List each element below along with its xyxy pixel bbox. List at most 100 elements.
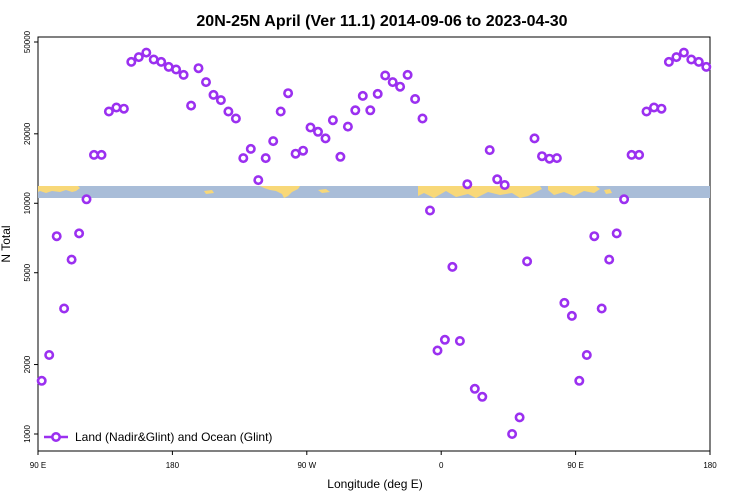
x-tick-label: 90 W	[297, 461, 316, 470]
legend-marker	[50, 431, 61, 442]
data-point	[529, 133, 540, 144]
world-map-strip	[38, 186, 710, 198]
data-point	[260, 153, 271, 164]
data-point	[178, 69, 189, 80]
data-point	[395, 81, 406, 92]
data-point	[208, 89, 219, 100]
data-point	[514, 412, 525, 423]
data-point	[596, 303, 607, 314]
data-point	[484, 145, 495, 156]
data-point	[574, 375, 585, 386]
data-point	[589, 231, 600, 242]
data-point	[238, 153, 249, 164]
data-point	[44, 349, 55, 360]
plot-frame	[37, 36, 711, 452]
x-axis-label: Longitude (deg E)	[327, 477, 422, 491]
data-point	[619, 194, 630, 205]
data-point	[66, 254, 77, 265]
data-point	[634, 149, 645, 160]
data-point	[141, 47, 152, 58]
data-point	[171, 64, 182, 75]
data-point	[499, 180, 510, 191]
data-point	[492, 174, 503, 185]
data-point	[283, 88, 294, 99]
data-point	[342, 121, 353, 132]
y-tick-label: 10000	[23, 192, 32, 215]
data-point	[103, 106, 114, 117]
data-point	[253, 175, 264, 186]
data-point	[59, 303, 70, 314]
data-point	[663, 56, 674, 67]
data-point	[156, 56, 167, 67]
land-mass-north-america	[260, 186, 300, 198]
data-point	[275, 106, 286, 117]
data-point	[424, 205, 435, 216]
data-point	[305, 122, 316, 133]
data-point	[477, 391, 488, 402]
y-tick-label: 1000	[23, 425, 32, 443]
data-point	[223, 106, 234, 117]
data-point	[410, 94, 421, 105]
data-point	[320, 133, 331, 144]
x-tick-label: 0	[439, 461, 444, 470]
data-point	[357, 90, 368, 101]
data-point	[186, 100, 197, 111]
y-tick-label: 5000	[23, 263, 32, 281]
data-point	[118, 103, 129, 114]
data-point	[298, 145, 309, 156]
land-mass-taiwan	[604, 189, 612, 194]
data-point	[365, 105, 376, 116]
y-tick-label: 2000	[23, 355, 32, 373]
x-axis: 90 E 180 90 W 0 90 E 180	[30, 451, 717, 470]
data-point	[551, 153, 562, 164]
land-mass-africa-asia	[418, 186, 542, 198]
data-point	[201, 77, 212, 88]
data-point	[36, 375, 47, 386]
data-point	[327, 115, 338, 126]
data-point	[439, 334, 450, 345]
data-point	[387, 77, 398, 88]
data-point	[447, 261, 458, 272]
y-tick-label: 20000	[23, 122, 32, 145]
data-point	[507, 428, 518, 439]
land-mass-caribbean	[318, 189, 330, 193]
data-point	[671, 52, 682, 63]
data-point	[522, 256, 533, 267]
x-tick-label: 180	[166, 461, 180, 470]
data-point	[693, 56, 704, 67]
data-point	[611, 228, 622, 239]
data-point	[656, 103, 667, 114]
land-mass-east-asia	[548, 186, 600, 196]
land-mass-north-america-left	[38, 186, 80, 193]
data-point	[559, 297, 570, 308]
data-point	[581, 349, 592, 360]
data-point	[648, 102, 659, 113]
data-point	[678, 47, 689, 58]
data-point	[469, 383, 480, 394]
data-points	[36, 47, 712, 439]
data-point	[432, 345, 443, 356]
x-tick-label: 90 E	[567, 461, 583, 470]
data-point	[81, 194, 92, 205]
data-point	[193, 63, 204, 74]
legend: Land (Nadir&Glint) and Ocean (Glint)	[44, 430, 272, 444]
data-point	[230, 113, 241, 124]
x-tick-label: 180	[703, 461, 717, 470]
data-point	[51, 231, 62, 242]
data-point	[641, 106, 652, 117]
y-tick-label: 50000	[23, 30, 32, 53]
data-point	[380, 70, 391, 81]
data-point	[417, 113, 428, 124]
data-point	[701, 61, 712, 72]
land-mass-mexico-right	[204, 190, 214, 194]
data-point	[566, 310, 577, 321]
data-point	[350, 105, 361, 116]
y-axis: 1000 2000 5000 10000 20000 50000	[23, 30, 38, 443]
data-point	[245, 143, 256, 154]
data-point	[402, 69, 413, 80]
data-point	[215, 95, 226, 106]
legend-label: Land (Nadir&Glint) and Ocean (Glint)	[75, 430, 272, 444]
data-point	[604, 254, 615, 265]
data-point	[111, 102, 122, 113]
